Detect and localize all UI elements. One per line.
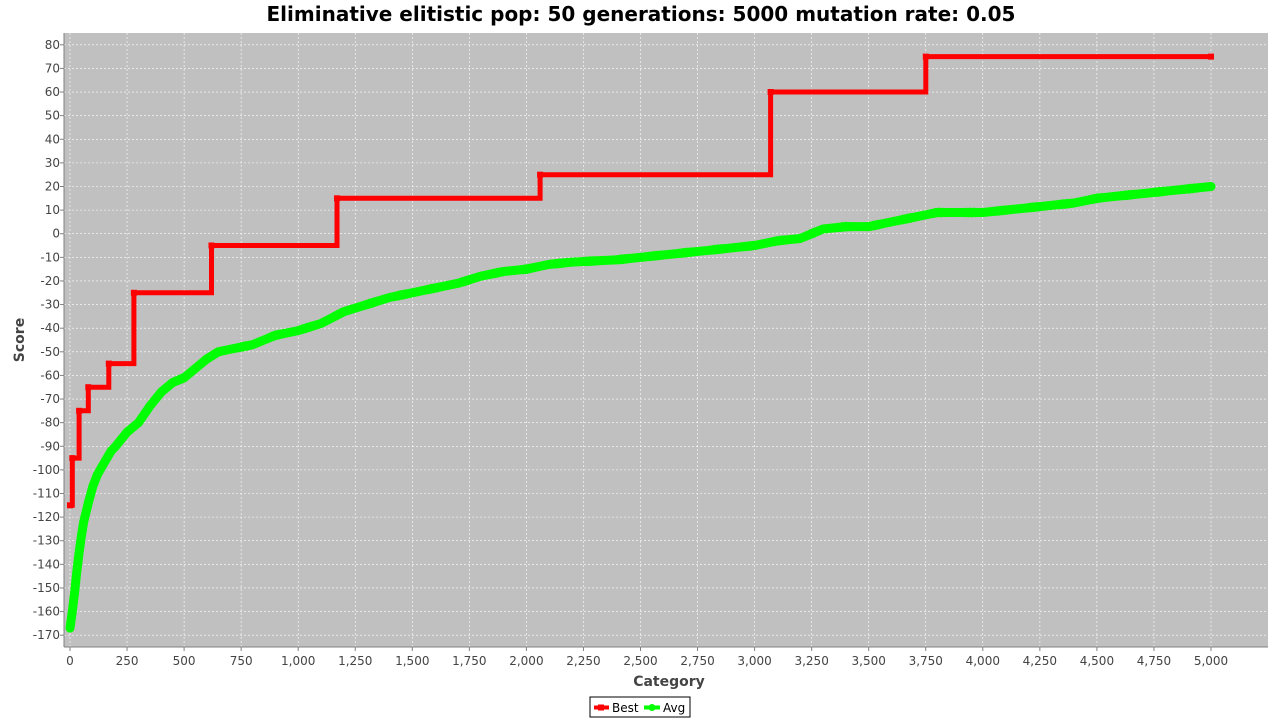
y-tick-label: -50 [40, 345, 60, 359]
x-tick-label: 2,500 [623, 654, 657, 668]
y-tick-label: -170 [33, 628, 60, 642]
best-line [69, 54, 1211, 508]
best-point [922, 53, 929, 60]
x-tick-label: 1,000 [281, 654, 315, 668]
best-point [76, 407, 83, 414]
best-point [69, 455, 76, 462]
legend: Best Avg [589, 696, 691, 718]
x-tick-label: 1,250 [338, 654, 372, 668]
best-point [85, 384, 92, 391]
y-tick-label: -70 [40, 392, 60, 406]
y-tick-label: 50 [45, 109, 60, 123]
legend-item-best: Best [594, 701, 639, 715]
avg-point [75, 547, 83, 555]
x-tick-label: 2,250 [566, 654, 600, 668]
best-point [767, 89, 774, 95]
avg-point [70, 597, 78, 605]
chart-title: Eliminative elitistic pop: 50 generation… [267, 2, 1016, 26]
y-tick-label: 80 [45, 38, 60, 52]
x-tick-label: 2,750 [680, 654, 714, 668]
x-tick-label: 4,000 [966, 654, 1000, 668]
x-tick-label: 4,750 [1137, 654, 1171, 668]
avg-point [73, 565, 81, 573]
avg-point [72, 579, 79, 587]
y-tick-label: -20 [40, 274, 60, 288]
y-tick-label: -160 [33, 605, 60, 619]
y-tick-label: -40 [40, 321, 60, 335]
y-tick-label: 10 [45, 203, 60, 217]
x-tick-label: 4,250 [1023, 654, 1057, 668]
legend-item-avg: Avg [644, 701, 685, 715]
avg-point [68, 611, 76, 619]
best-point [130, 289, 137, 296]
y-tick-label: -10 [40, 250, 60, 264]
avg-point [92, 476, 100, 484]
avg-point [1207, 182, 1215, 190]
series-layer [65, 53, 1216, 633]
x-tick-label: 2,000 [509, 654, 543, 668]
y-axis-label: Score [12, 318, 28, 362]
x-tick-label: 750 [230, 654, 253, 668]
avg-point [81, 516, 89, 523]
y-tick-label: -120 [33, 510, 60, 524]
legend-box [589, 696, 691, 718]
legend-marker-best [598, 704, 604, 711]
y-tick-label: -80 [40, 416, 60, 430]
legend-label-avg: Avg [663, 701, 685, 715]
series-best [67, 53, 1214, 509]
x-tick-label: 500 [173, 654, 196, 668]
x-tick-label: 4,500 [1080, 654, 1114, 668]
y-tick-label: 20 [45, 180, 60, 194]
y-tick-label: -150 [33, 581, 60, 595]
x-tick-label: 1,750 [452, 654, 486, 668]
y-tick-label: 70 [45, 61, 60, 75]
x-tick-label: 3,000 [737, 654, 771, 668]
y-tick-label: -110 [33, 487, 60, 501]
avg-point [84, 500, 92, 508]
y-tick-label: 40 [45, 132, 60, 146]
best-point [537, 171, 544, 178]
series-avg [65, 182, 1216, 633]
x-tick-label: 3,500 [852, 654, 886, 668]
x-tick-label: 0 [66, 654, 74, 668]
avg-point [143, 408, 151, 416]
x-axis-ticks: 0 250 500 750 1,000 1,250 1,500 1,750 2,000 2,250… [66, 647, 1228, 668]
y-tick-label: -140 [33, 557, 60, 571]
legend-label-best: Best [612, 701, 639, 715]
axes [63, 33, 1268, 648]
y-tick-label: 30 [45, 156, 60, 170]
best-point [208, 242, 215, 249]
y-tick-label: 60 [45, 85, 60, 99]
best-point [105, 360, 112, 367]
y-tick-label: -60 [40, 368, 60, 382]
avg-point [66, 624, 74, 632]
y-axis-ticks: -170-160-150-140-130-120-110-100-90-80-7… [33, 38, 64, 642]
y-tick-label: -100 [33, 463, 60, 477]
x-tick-label: 5,000 [1194, 654, 1228, 668]
plot-area [64, 33, 1268, 647]
y-tick-label: -130 [33, 534, 60, 548]
x-tick-label: 250 [116, 654, 139, 668]
avg-point [79, 522, 87, 530]
x-tick-label: 1,500 [395, 654, 429, 668]
x-tick-label: 3,750 [909, 654, 943, 668]
avg-point [77, 537, 85, 545]
y-tick-label: 0 [52, 227, 60, 241]
y-tick-label: -90 [40, 439, 60, 453]
avg-point [88, 487, 96, 495]
x-axis-label: Category [633, 674, 705, 690]
x-tick-label: 3,250 [794, 654, 828, 668]
y-tick-label: -30 [40, 298, 60, 312]
best-point [334, 195, 340, 202]
best-point [67, 502, 73, 509]
best-point [1208, 53, 1214, 60]
legend-marker-avg [648, 704, 656, 711]
